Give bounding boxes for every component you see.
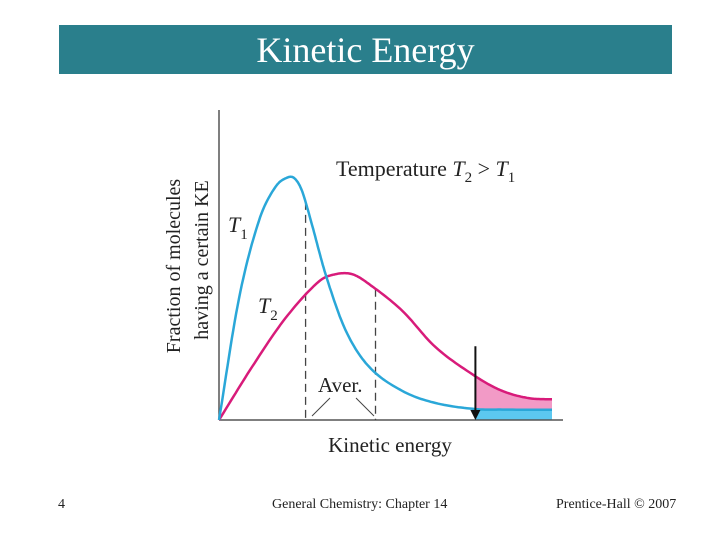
footer-course: General Chemistry: Chapter 14 [272,497,448,512]
y-axis-label-line1: Fraction of molecules [163,179,185,354]
threshold-arrow-head [470,410,481,420]
series-t1-curve [217,175,552,421]
footer-publisher: Prentice-Hall © 2007 [556,497,677,512]
series-label-t1: T1 [228,212,248,243]
series-label-t2: T2 [258,293,278,324]
y-axis-label-line2: having a certain KE [191,180,213,339]
series-t2-curve [217,271,552,421]
high-energy-fill-t1 [475,409,552,420]
average-leader-left [311,397,331,417]
average-leader-right [355,397,375,417]
slide-number: 4 [58,497,65,512]
x-axis-label: Kinetic energy [328,433,452,457]
slide-title: Kinetic Energy [59,25,672,74]
average-label: Aver. [318,373,363,397]
chart-title: Temperature T2 > T1 [336,156,515,186]
